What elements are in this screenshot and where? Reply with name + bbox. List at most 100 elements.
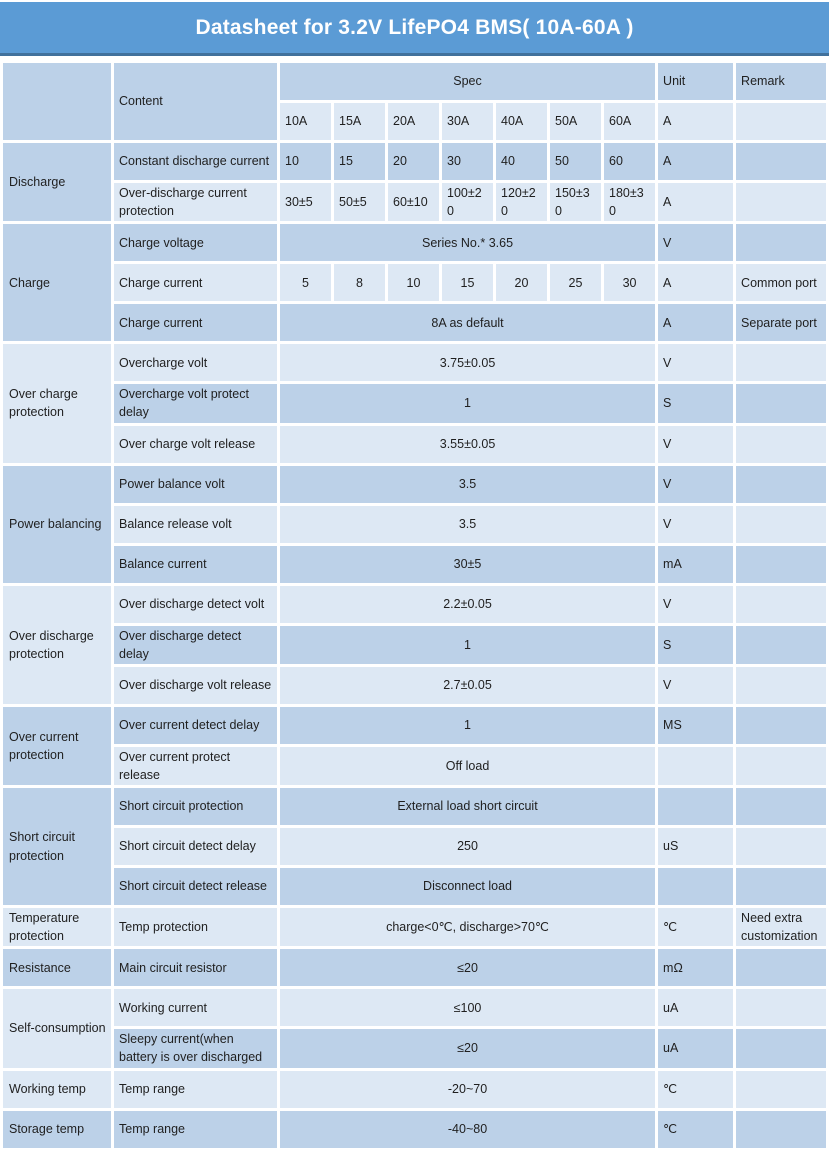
spec-subheader-cell: 50A — [547, 100, 604, 143]
unit-cell: mΩ — [655, 946, 737, 990]
spec-value-cell: 180±30 — [600, 179, 659, 225]
table-row: Overcharge volt protect delay 1 S — [2, 381, 829, 426]
category-cell: Storage temp — [0, 1107, 114, 1151]
category-header-cell — [0, 60, 114, 143]
remark-cell — [733, 381, 829, 426]
content-cell: Main circuit resistor — [111, 946, 280, 990]
spec-value-cell: 40 — [493, 140, 550, 183]
spec-value-cell: 10 — [277, 140, 334, 183]
content-cell: Charge current — [111, 301, 280, 345]
table-row: Over-discharge current protection 30±5 50±… — [2, 179, 829, 225]
spec-value-cell: 50±5 — [331, 179, 388, 225]
spec-value-cell: 20 — [385, 140, 442, 183]
unit-cell: A — [655, 179, 737, 225]
remark-header: Remark — [733, 60, 829, 103]
content-cell: Sleepy current(when battery is over disc… — [111, 1026, 280, 1071]
content-cell: Charge voltage — [111, 221, 280, 265]
unit-cell: V — [655, 462, 737, 506]
table-row: Balance current 30±5 mA — [2, 542, 829, 586]
table-row: Resistance Main circuit resistor ≤20 mΩ — [0, 946, 829, 990]
content-cell: Short circuit detect release — [111, 865, 280, 908]
spec-subheader-cell: 40A — [493, 100, 550, 143]
category-cell: Working temp — [0, 1067, 114, 1111]
remark-subheader-cell — [733, 100, 829, 143]
remark-cell: Separate port — [733, 301, 829, 345]
table-row: Short circuit detect release Disconnect l… — [2, 865, 829, 908]
unit-cell — [655, 743, 737, 789]
table-row: Working temp Temp range -20~70 ℃ — [0, 1067, 829, 1111]
content-cell: Overcharge volt protect delay — [111, 381, 280, 426]
spec-value-cell: -40~80 — [276, 1107, 659, 1151]
page-title: Datasheet for 3.2V LifePO4 BMS( 10A-60A … — [0, 2, 829, 56]
spec-value-cell: 60±10 — [385, 179, 442, 225]
content-cell: Temp range — [111, 1107, 280, 1151]
remark-cell — [733, 622, 829, 667]
spec-value-cell: Off load — [276, 743, 659, 789]
unit-cell: V — [655, 502, 737, 546]
header-row-main: Content Spec Unit Remark — [0, 60, 829, 143]
unit-cell: V — [655, 341, 737, 385]
table-row: Power balancing Power balance volt 3.5 V — [0, 462, 829, 586]
remark-cell — [733, 422, 829, 466]
spec-value-cell: ≤20 — [276, 946, 659, 990]
spec-value-cell: 8A as default — [276, 301, 659, 345]
category-cell: Charge — [0, 221, 114, 345]
unit-cell: V — [655, 422, 737, 466]
spec-value-cell: Series No.* 3.65 — [276, 221, 659, 265]
category-cell: Self-consumption — [0, 986, 114, 1071]
remark-cell — [733, 743, 829, 789]
table-row: Over discharge protection Over discharge … — [0, 582, 829, 707]
table-row: Charge Charge voltage Series No.* 3.65 V — [0, 221, 829, 345]
unit-cell: V — [655, 663, 737, 707]
spec-value-cell: 150±30 — [547, 179, 604, 225]
content-cell: Power balance volt — [111, 462, 280, 506]
remark-cell — [733, 865, 829, 908]
remark-cell — [733, 179, 829, 225]
spec-header: Spec — [276, 60, 659, 103]
spec-value-cell: 8 — [331, 261, 388, 305]
table-row: Short circuit protection Short circuit pr… — [0, 785, 829, 908]
remark-cell — [733, 341, 829, 385]
category-cell: Short circuit protection — [0, 785, 114, 908]
remark-cell: Common port — [733, 261, 829, 305]
content-cell: Temp range — [111, 1067, 280, 1111]
table-row: Over current protect release Off load — [2, 743, 829, 789]
datasheet-table: Content Spec Unit Remark 10A 15A 20A 30A 40A… — [0, 60, 829, 1151]
spec-value-cell: 25 — [547, 261, 604, 305]
spec-value-cell: ≤20 — [276, 1026, 659, 1071]
category-cell: Over current protection — [0, 703, 114, 789]
content-cell: Temp protection — [111, 904, 280, 950]
remark-cell — [733, 1107, 829, 1151]
content-header: Content — [111, 60, 280, 143]
spec-value-cell: 5 — [277, 261, 334, 305]
spec-value-cell: 30±5 — [276, 542, 659, 586]
remark-cell — [733, 221, 829, 265]
spec-value-cell: 100±20 — [439, 179, 496, 225]
table-row: Sleepy current(when battery is over disc… — [2, 1026, 829, 1071]
unit-cell: uA — [655, 1026, 737, 1071]
spec-value-cell: 30 — [439, 140, 496, 183]
spec-value-cell: 3.75±0.05 — [276, 341, 659, 385]
unit-cell — [655, 785, 737, 828]
spec-value-cell: 30 — [600, 261, 659, 305]
unit-cell: S — [655, 381, 737, 426]
spec-value-cell: -20~70 — [276, 1067, 659, 1111]
spec-subheader-cell: 15A — [331, 100, 388, 143]
category-cell: Power balancing — [0, 462, 114, 586]
spec-value-cell: 1 — [276, 703, 659, 747]
spec-value-cell: External load short circuit — [276, 785, 659, 828]
table-row: Discharge Constant discharge current 10 15 2… — [0, 139, 829, 225]
unit-cell: MS — [655, 703, 737, 747]
unit-cell: A — [655, 261, 737, 305]
unit-cell: V — [655, 221, 737, 265]
content-cell: Over discharge detect delay — [111, 622, 280, 667]
unit-cell: mA — [655, 542, 737, 586]
content-cell: Over current protect release — [111, 743, 280, 789]
category-cell: Over discharge protection — [0, 582, 114, 707]
unit-header: Unit — [655, 60, 737, 103]
spec-value-cell: ≤100 — [276, 986, 659, 1030]
spec-value-cell: 60 — [600, 140, 659, 183]
spec-value-cell: 20 — [493, 261, 550, 305]
content-cell: Working current — [111, 986, 280, 1030]
content-cell: Constant discharge current — [111, 140, 280, 183]
